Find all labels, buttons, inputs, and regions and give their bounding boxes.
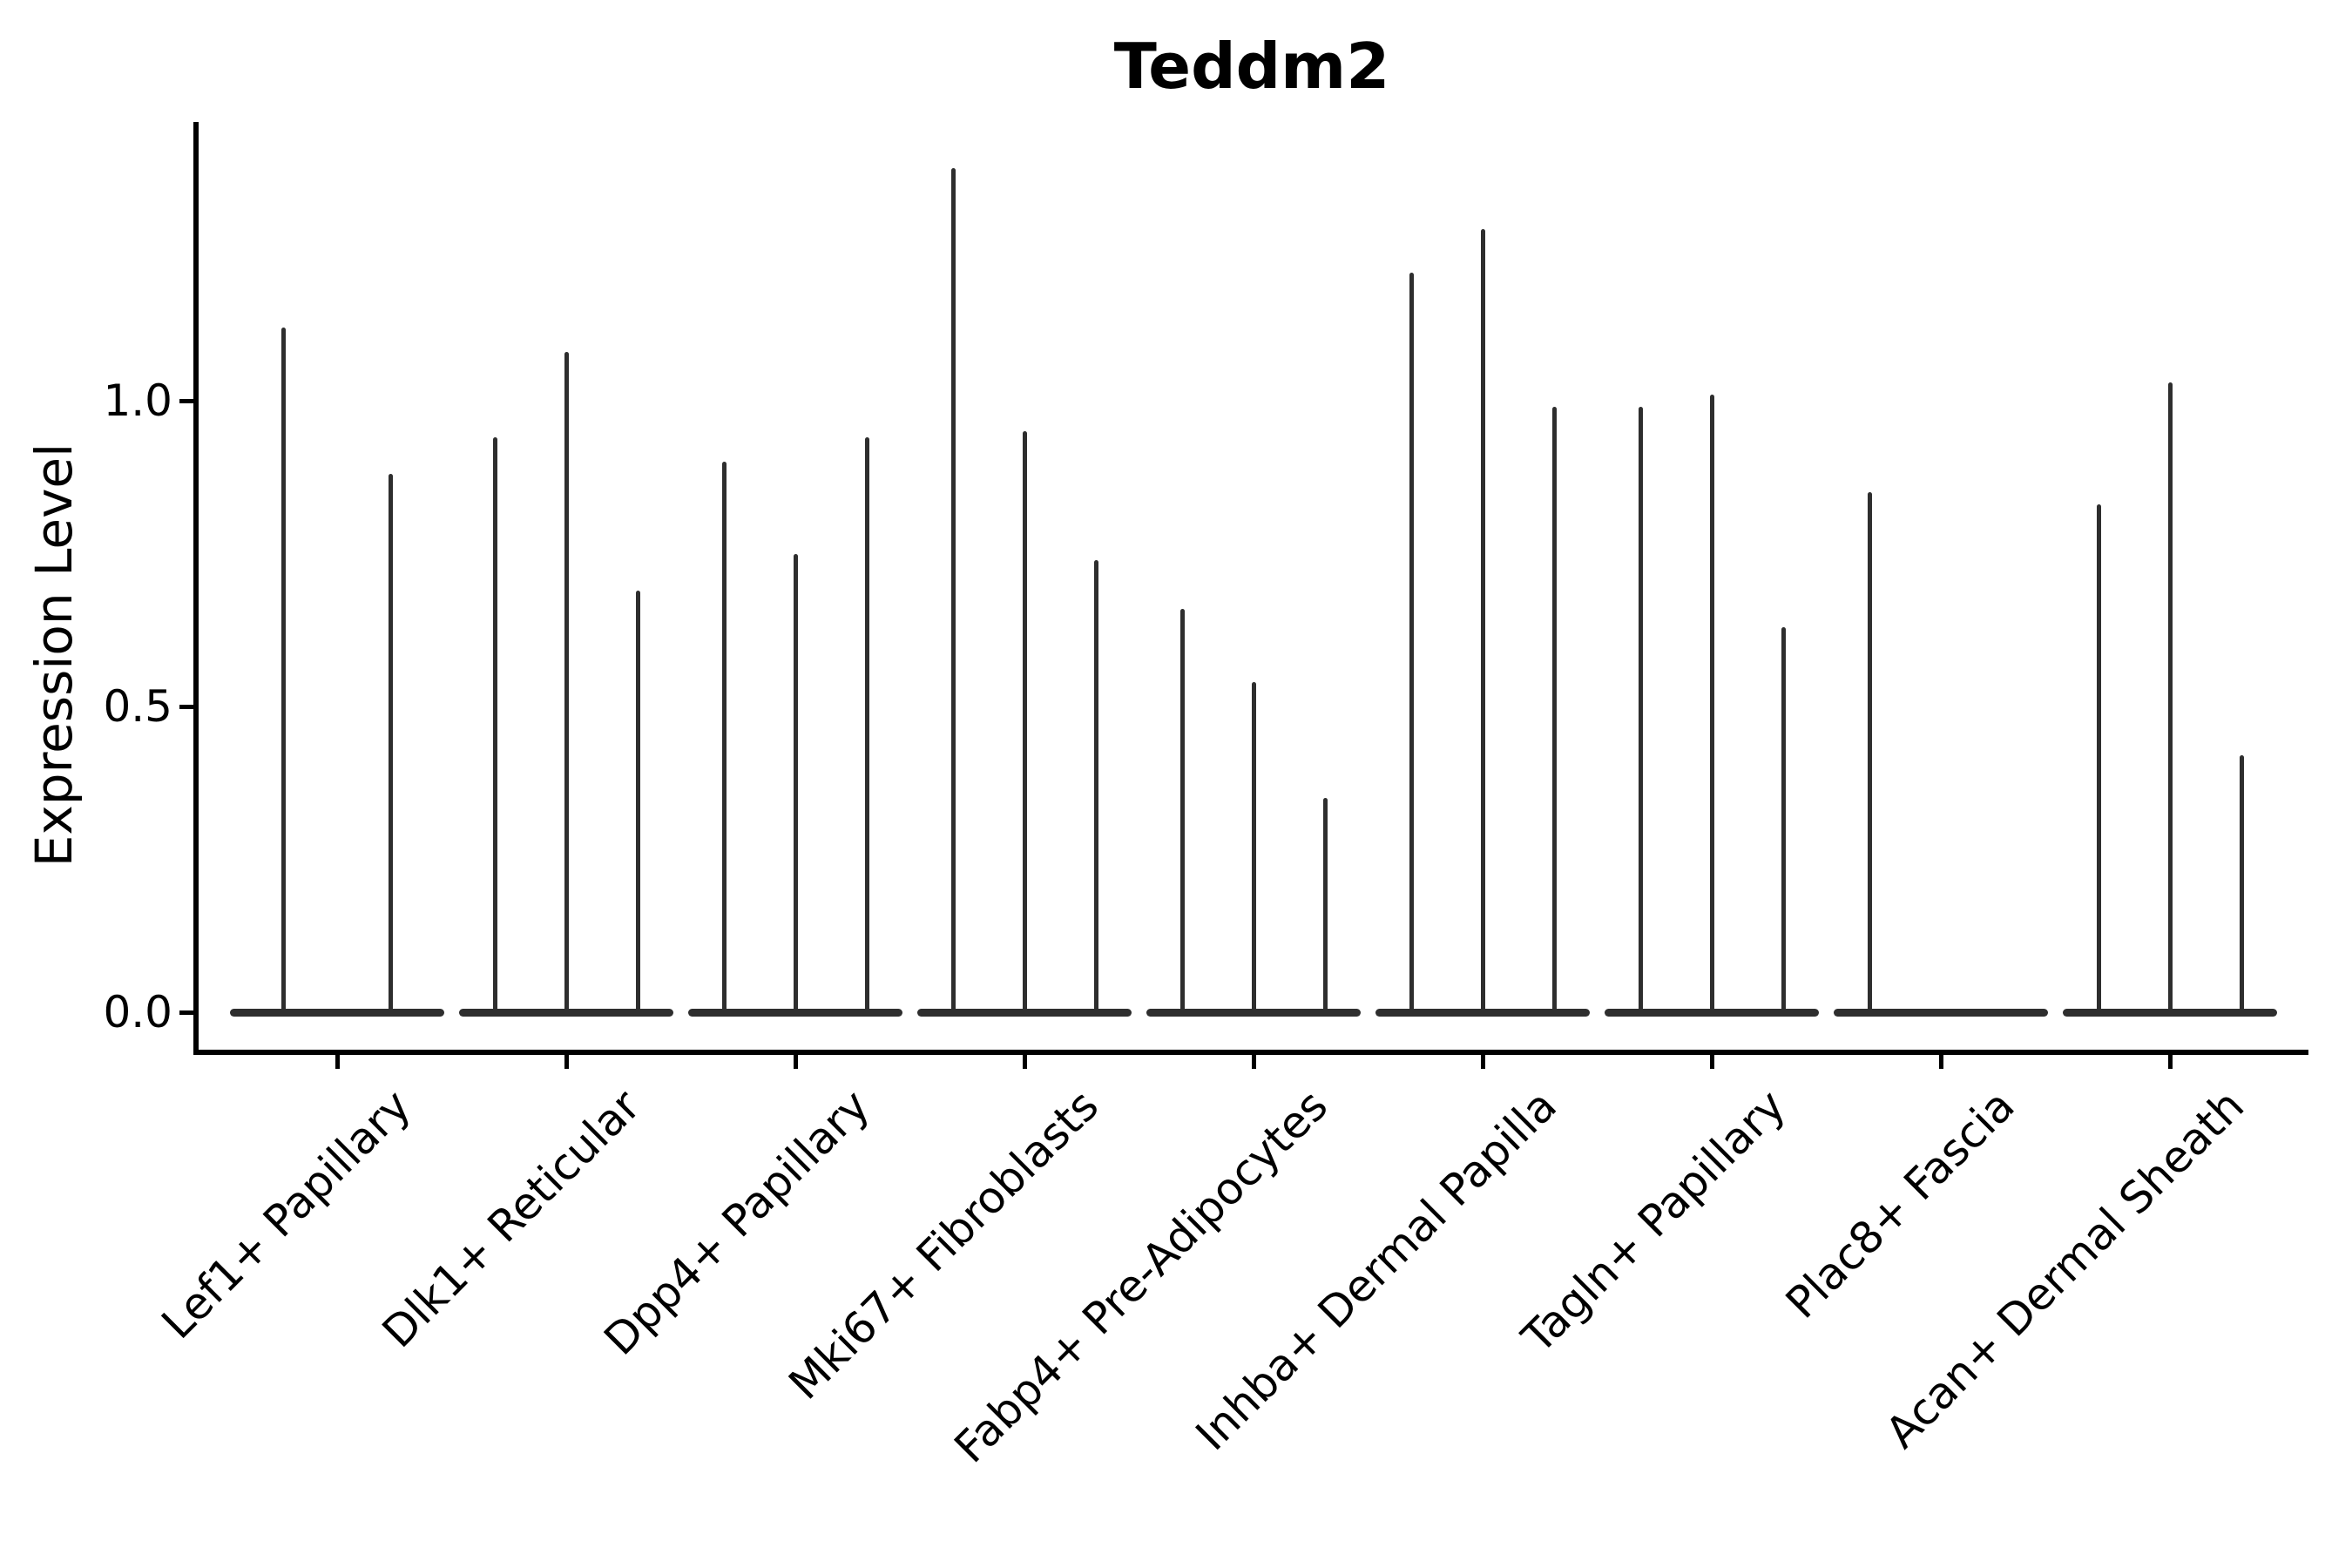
x-tick-label: Lef1+ Papillary	[152, 1080, 422, 1349]
violin-baseline	[688, 1009, 902, 1017]
x-tick-mark	[1480, 1055, 1485, 1069]
violin-spike	[950, 168, 956, 1012]
violin-spike	[389, 474, 393, 1012]
violin-spike	[793, 553, 798, 1012]
violin-baseline	[1605, 1009, 1819, 1017]
violin-baseline	[917, 1009, 1132, 1017]
violin-baseline	[1834, 1009, 2048, 1017]
violin-spike	[1022, 431, 1027, 1012]
violin-spike	[864, 437, 869, 1012]
violin-spike	[1781, 626, 1786, 1012]
violin-spike	[1867, 492, 1872, 1012]
violin-spike	[1480, 229, 1485, 1012]
y-axis-spine	[193, 122, 199, 1055]
violin-baseline	[2063, 1009, 2277, 1017]
x-tick-mark	[1709, 1055, 1714, 1069]
x-tick-mark	[335, 1055, 340, 1069]
violin-baseline	[1375, 1009, 1590, 1017]
violin-spike	[635, 590, 640, 1012]
violin-baseline	[459, 1009, 673, 1017]
x-axis-spine	[193, 1050, 2308, 1055]
x-tick-mark	[1022, 1055, 1027, 1069]
y-tick-mark	[179, 704, 193, 709]
violin-spike	[2096, 504, 2101, 1012]
x-tick-mark	[1938, 1055, 1943, 1069]
violin-spike	[1251, 681, 1256, 1012]
y-tick-label: 0.0	[103, 987, 172, 1037]
y-tick-mark	[179, 398, 193, 403]
violin-baseline	[230, 1009, 444, 1017]
violin-spike	[2239, 755, 2244, 1012]
violin-spike	[1179, 608, 1185, 1012]
violin-spike	[1551, 407, 1557, 1012]
violin-spike	[1322, 798, 1328, 1012]
x-tick-mark	[2167, 1055, 2173, 1069]
violin-spike	[721, 462, 727, 1012]
x-tick-label: Plac8+ Fascia	[1776, 1080, 2025, 1328]
violin-spike	[1409, 272, 1414, 1012]
x-tick-mark	[1251, 1055, 1256, 1069]
y-axis-label: Expression Level	[24, 443, 84, 868]
y-tick-label: 1.0	[103, 375, 172, 426]
violin-spike	[2167, 382, 2173, 1012]
violin-spike	[281, 327, 286, 1012]
plot-title: Teddm2	[1113, 30, 1390, 103]
violin-baseline	[1146, 1009, 1361, 1017]
y-tick-mark	[179, 1010, 193, 1015]
x-tick-label: Fabp4+ Pre-Adipocytes	[944, 1080, 1338, 1473]
y-tick-label: 0.5	[103, 681, 172, 732]
x-tick-mark	[793, 1055, 798, 1069]
violin-spike	[1709, 394, 1714, 1012]
violin-spike	[492, 437, 497, 1012]
violin-spike	[564, 351, 569, 1012]
violin-spike	[1638, 407, 1643, 1012]
x-tick-mark	[564, 1055, 569, 1069]
violin-spike	[1093, 559, 1098, 1012]
